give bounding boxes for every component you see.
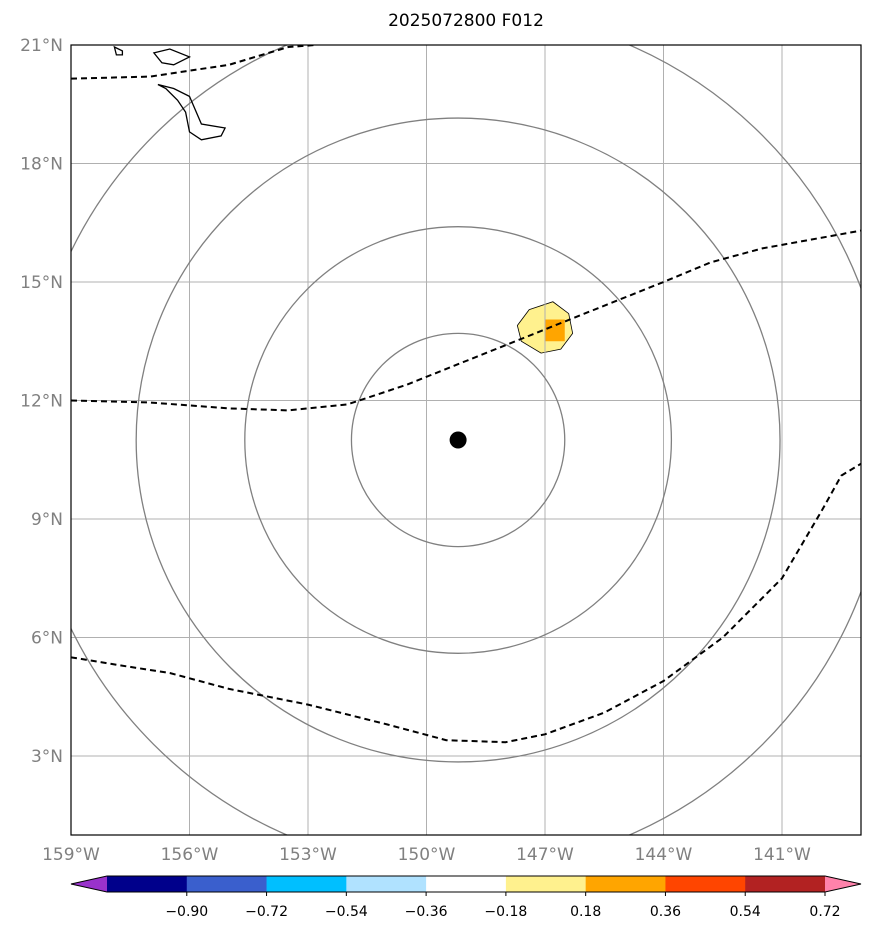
coastline-1 — [152, 48, 192, 66]
colorbar-tick-label: −0.18 — [484, 904, 527, 920]
lon-tick-label: 150°W — [398, 845, 456, 865]
dashed-contour-0 — [71, 45, 316, 80]
map-area: 159°W 156°W 153°W 150°W 147°W 144°W 141°W 3°N 6°… — [20, 36, 862, 865]
colorbar-outline — [70, 875, 862, 893]
anomaly-contour — [516, 301, 574, 354]
colorbar-box — [186, 876, 268, 892]
dashed-contour-2 — [71, 462, 861, 744]
map-title: 2025072800 F012 — [388, 11, 544, 31]
map-frame — [70, 44, 862, 836]
coastline-2 — [113, 45, 124, 56]
coastline-3 — [138, 841, 154, 849]
storm-center-marker — [449, 431, 467, 449]
lat-tick-label: 9°N — [31, 510, 63, 530]
plot-content — [71, 45, 861, 849]
lat-tick-label: 6°N — [31, 629, 63, 649]
colorbar-box — [107, 876, 188, 892]
colorbar-tick-label: −0.54 — [325, 904, 368, 920]
dashed-contour-1 — [71, 229, 861, 412]
lon-tick-label: 159°W — [42, 845, 100, 865]
colorbar-box — [585, 876, 666, 892]
colorbar-box — [745, 876, 826, 892]
lat-tick-label: 12°N — [20, 392, 63, 412]
colorbar-tick-label: 0.36 — [650, 904, 681, 920]
colorbar-extend-high — [825, 876, 861, 892]
range-circle-2 — [135, 117, 781, 763]
colorbar-box — [426, 876, 507, 892]
colorbar-tick-label: −0.72 — [245, 904, 288, 920]
lat-tick-label: 21°N — [20, 36, 63, 56]
colorbar-tick-label: −0.36 — [405, 904, 448, 920]
colorbar-box — [266, 876, 347, 892]
colorbar-box — [505, 876, 587, 892]
lon-tick-label: 156°W — [161, 845, 219, 865]
lon-tick-label: 153°W — [279, 845, 337, 865]
colorbar-tick-label: 0.18 — [570, 904, 601, 920]
lon-tick-label: 147°W — [516, 845, 574, 865]
lat-tick-label: 15°N — [20, 273, 63, 293]
colorbar-tick-label: −0.90 — [165, 904, 208, 920]
colorbar-tick-label: 0.54 — [730, 904, 761, 920]
range-circle-0 — [350, 332, 566, 548]
colorbar-extend-low — [71, 876, 107, 892]
range-circle-1 — [244, 226, 673, 654]
anomaly-patch-1 — [545, 319, 565, 342]
lon-tick-label: 141°W — [753, 845, 811, 865]
lat-tick-label: 3°N — [31, 747, 63, 767]
colorbar-box — [665, 876, 746, 892]
colorbar-tick-label: 0.72 — [809, 904, 840, 920]
lat-tick-label: 18°N — [20, 155, 63, 175]
lon-tick-label: 144°W — [635, 845, 693, 865]
coastline-0 — [157, 83, 227, 141]
colorbar: −0.90 −0.72 −0.54 −0.36 −0.18 0.18 0.36 0.54 0.7… — [70, 875, 862, 920]
colorbar-box — [346, 876, 427, 892]
